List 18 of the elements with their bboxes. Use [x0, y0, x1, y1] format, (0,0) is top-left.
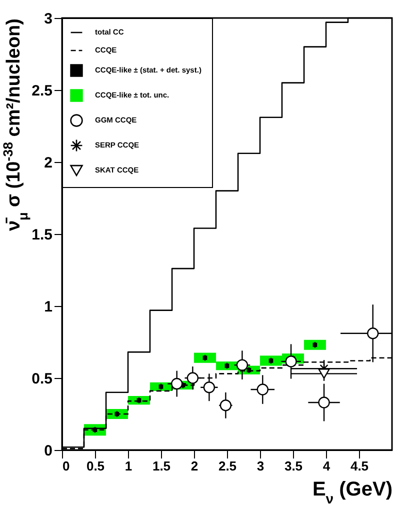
y-tick-label: 0.5	[32, 370, 52, 388]
y-tick-label: 3	[44, 10, 52, 28]
x-tick-label: 0	[62, 458, 70, 474]
y-tick-label: 1	[44, 298, 52, 316]
y-tick-label: 2.5	[32, 82, 52, 100]
y-tick-label: 1.5	[32, 226, 52, 244]
x-tick-label: 3	[256, 458, 264, 474]
x-tick-label: 1	[124, 458, 132, 474]
x-tick-label: 1.5	[152, 458, 171, 474]
y-tick-label: 2	[44, 154, 52, 172]
x-tick-label: 2.5	[218, 458, 237, 474]
x-axis-title: E$_{ν}$ (GeV)	[312, 478, 392, 506]
y-tick-label: 0	[44, 442, 52, 460]
x-tick-label: 4	[322, 458, 331, 474]
x-tick-label: 3.5	[284, 458, 303, 474]
x-tick-label: 0.5	[86, 458, 105, 474]
x-tick-label: 2	[190, 458, 198, 474]
x-tick-label: 4.5	[350, 458, 369, 474]
